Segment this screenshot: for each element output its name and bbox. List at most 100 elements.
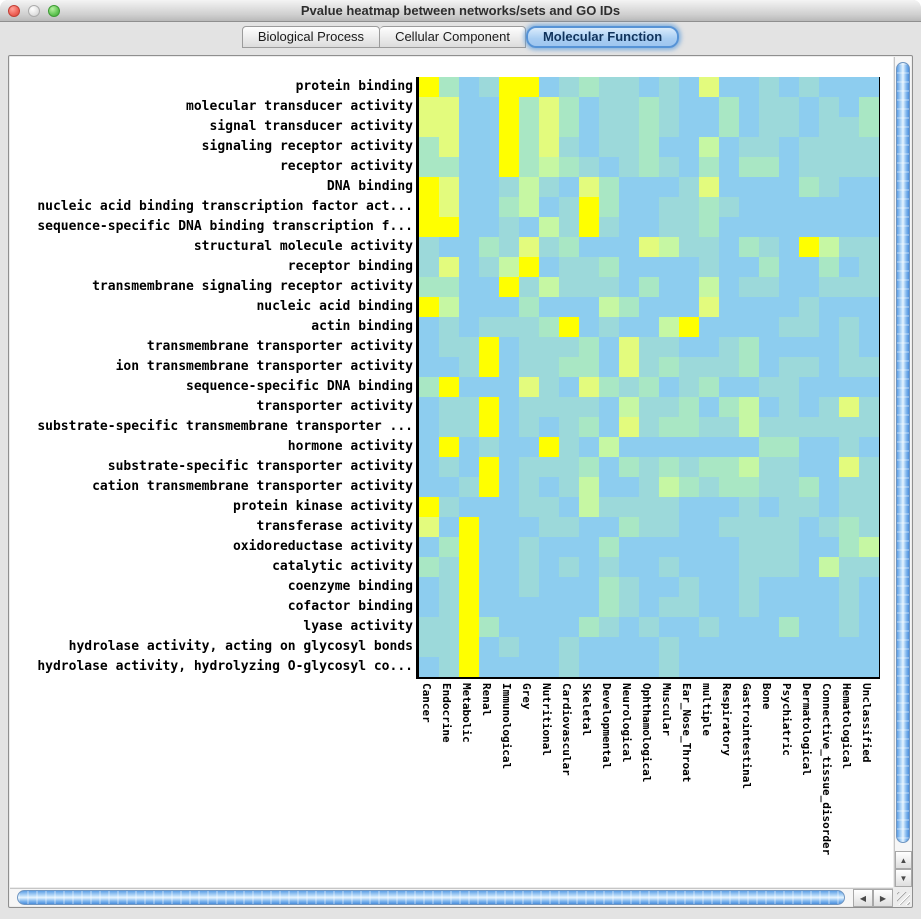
heatmap-cell xyxy=(799,377,819,397)
heatmap-cell xyxy=(639,337,659,357)
heatmap-cell xyxy=(519,117,539,137)
heatmap-cell xyxy=(539,177,559,197)
heatmap-cell xyxy=(839,317,859,337)
heatmap-cell xyxy=(439,277,459,297)
heatmap-cell xyxy=(519,577,539,597)
heatmap-cell xyxy=(619,457,639,477)
heatmap-cell xyxy=(639,457,659,477)
heatmap-cell xyxy=(499,177,519,197)
tab-cellular-component[interactable]: Cellular Component xyxy=(380,26,526,48)
heatmap-cell xyxy=(619,637,639,657)
heatmap-cell xyxy=(799,537,819,557)
heatmap-cell xyxy=(519,457,539,477)
heatmap-cell xyxy=(499,77,519,97)
heatmap-cell xyxy=(639,157,659,177)
horizontal-scrollbar[interactable]: ◀ ▶ xyxy=(10,888,893,907)
heatmap-cell xyxy=(699,257,719,277)
heatmap-cell xyxy=(439,557,459,577)
heatmap-cell xyxy=(699,637,719,657)
col-label: Immunological xyxy=(500,683,513,770)
heatmap-cell xyxy=(739,477,759,497)
scroll-right-button[interactable]: ▶ xyxy=(873,889,893,907)
heatmap-cell xyxy=(579,297,599,317)
heatmap-cell xyxy=(679,397,699,417)
heatmap-cell xyxy=(419,517,439,537)
heatmap-cell xyxy=(679,157,699,177)
heatmap-cell xyxy=(519,337,539,357)
row-label: structural molecule activity xyxy=(193,239,413,254)
heatmap-cell xyxy=(439,337,459,357)
heatmap-cell xyxy=(599,477,619,497)
col-label: Muscular xyxy=(660,683,673,736)
heatmap-cell xyxy=(639,297,659,317)
scroll-down-button[interactable]: ▼ xyxy=(895,869,912,887)
heatmap-cell xyxy=(659,477,679,497)
minimize-button[interactable] xyxy=(28,5,40,17)
vertical-scrollbar-thumb[interactable] xyxy=(896,62,910,843)
heatmap-cell xyxy=(539,637,559,657)
heatmap-cell xyxy=(459,477,479,497)
row-label: signal transducer activity xyxy=(209,119,414,134)
heatmap-cell xyxy=(619,157,639,177)
heatmap-cell xyxy=(859,77,879,97)
heatmap-cell xyxy=(699,477,719,497)
heatmap-cell xyxy=(739,237,759,257)
tab-biological-process[interactable]: Biological Process xyxy=(241,26,381,48)
heatmap-cell xyxy=(819,217,839,237)
zoom-button[interactable] xyxy=(48,5,60,17)
resize-grip-icon[interactable] xyxy=(897,892,910,905)
heatmap-cell xyxy=(619,277,639,297)
tab-molecular-function[interactable]: Molecular Function xyxy=(525,26,680,48)
heatmap-cell xyxy=(539,417,559,437)
heatmap-cell xyxy=(419,197,439,217)
heatmap-cell xyxy=(679,597,699,617)
heatmap-cell xyxy=(499,297,519,317)
heatmap-cell xyxy=(619,197,639,217)
heatmap-cell xyxy=(419,537,439,557)
vertical-scrollbar[interactable]: ▲ ▼ xyxy=(894,57,912,887)
row-label: hormone activity xyxy=(287,439,413,454)
heatmap-cell xyxy=(479,457,499,477)
heatmap-cell xyxy=(839,557,859,577)
heatmap-cell xyxy=(819,197,839,217)
heatmap-cell xyxy=(859,557,879,577)
heatmap-cell xyxy=(719,357,739,377)
horizontal-scrollbar-thumb[interactable] xyxy=(17,890,845,905)
heatmap-cell xyxy=(819,417,839,437)
heatmap-cell xyxy=(659,257,679,277)
heatmap-cell xyxy=(759,417,779,437)
heatmap-cell xyxy=(479,117,499,137)
heatmap-cell xyxy=(599,297,619,317)
heatmap-cell xyxy=(419,77,439,97)
heatmap-cell xyxy=(439,377,459,397)
scroll-up-button[interactable]: ▲ xyxy=(895,851,912,869)
heatmap-cell xyxy=(839,237,859,257)
heatmap-cell xyxy=(839,637,859,657)
heatmap-cell xyxy=(779,537,799,557)
heatmap-cell xyxy=(519,397,539,417)
heatmap-cell xyxy=(819,297,839,317)
col-label: Psychiatric xyxy=(780,683,793,756)
heatmap-cell xyxy=(499,237,519,257)
heatmap-cell xyxy=(599,437,619,457)
heatmap-cell xyxy=(719,617,739,637)
scroll-left-button[interactable]: ◀ xyxy=(853,889,873,907)
row-label: protein kinase activity xyxy=(232,499,413,514)
col-label: Renal xyxy=(480,683,493,717)
heatmap-cell xyxy=(759,297,779,317)
heatmap-cell xyxy=(759,337,779,357)
heatmap-cell xyxy=(779,317,799,337)
heatmap-cell xyxy=(419,557,439,577)
heatmap-cell xyxy=(739,137,759,157)
heatmap-cell xyxy=(719,537,739,557)
heatmap-cell xyxy=(439,357,459,377)
heatmap-cell xyxy=(859,417,879,437)
heatmap-cell xyxy=(859,217,879,237)
col-label: Ophthamological xyxy=(640,683,653,783)
heatmap-cell xyxy=(859,197,879,217)
close-button[interactable] xyxy=(8,5,20,17)
heatmap-cell xyxy=(639,617,659,637)
heatmap-cell xyxy=(419,117,439,137)
heatmap-cell xyxy=(439,577,459,597)
